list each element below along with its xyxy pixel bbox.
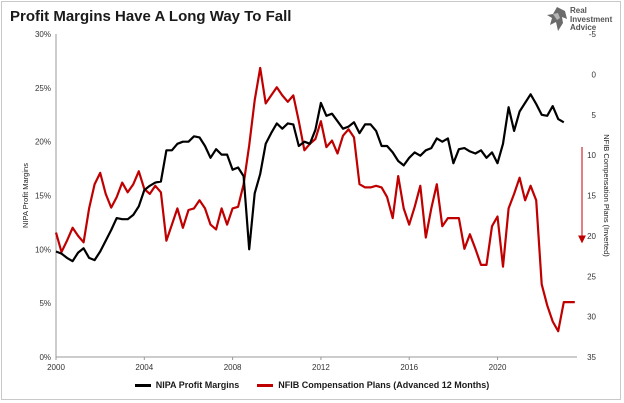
y-right-tick-label: 20 xyxy=(587,232,596,241)
logo-line-2: Investment xyxy=(570,14,613,24)
x-tick-label: 2020 xyxy=(489,363,507,372)
legend-item-nfib: NFIB Compensation Plans (Advanced 12 Mon… xyxy=(257,380,489,390)
logo-text: Real Investment Advice xyxy=(570,6,613,33)
series-line-nipa-profit-margins xyxy=(55,93,565,263)
y-right-tick-label: 5 xyxy=(592,111,597,120)
x-tick-label: 2012 xyxy=(312,363,330,372)
legend-label-nfib: NFIB Compensation Plans (Advanced 12 Mon… xyxy=(278,380,490,390)
legend-label-nipa: NIPA Profit Margins xyxy=(155,380,240,390)
eagle-logo-icon xyxy=(547,7,567,31)
y-right-tick-label: 0 xyxy=(592,70,597,79)
y-left-tick-label: 0% xyxy=(39,353,51,362)
y-left-tick-label: 10% xyxy=(35,245,51,254)
series-line-nfib-compensation-plans xyxy=(54,66,575,333)
logo-line-3: Advice xyxy=(570,23,597,32)
x-tick-label: 2008 xyxy=(224,363,242,372)
x-tick-label: 2000 xyxy=(47,363,65,372)
y-right-axis-title: NFIB Compensation Plans (Inverted) xyxy=(602,134,611,257)
chart-legend: NIPA Profit Margins NFIB Compensation Pl… xyxy=(0,378,624,392)
y-left-axis-title: NIPA Profit Margins xyxy=(21,163,30,228)
y-left-tick-label: 15% xyxy=(35,192,51,201)
y-left-tick-label: 5% xyxy=(39,299,51,308)
legend-item-nipa: NIPA Profit Margins xyxy=(134,380,240,390)
y-left-tick-label: 20% xyxy=(35,138,51,147)
y-right-tick-label: 35 xyxy=(587,353,596,362)
y-right-tick-label: 25 xyxy=(587,272,596,281)
chart-title: Profit Margins Have A Long Way To Fall xyxy=(10,8,292,25)
y-left-tick-label: 25% xyxy=(35,84,51,93)
x-tick-label: 2016 xyxy=(400,363,418,372)
brand-logo: Real Investment Advice xyxy=(546,6,618,34)
y-left-tick-label: 30% xyxy=(35,30,51,39)
y-right-tick-label: 30 xyxy=(587,313,596,322)
legend-swatch-nipa xyxy=(134,383,151,387)
y-right-tick-label: 15 xyxy=(587,192,596,201)
y-right-tick-label: -5 xyxy=(589,30,597,39)
x-tick-label: 2004 xyxy=(135,363,153,372)
legend-swatch-nfib xyxy=(257,383,274,387)
logo-line-1: Real xyxy=(570,6,587,15)
y-right-tick-label: 10 xyxy=(587,151,596,160)
